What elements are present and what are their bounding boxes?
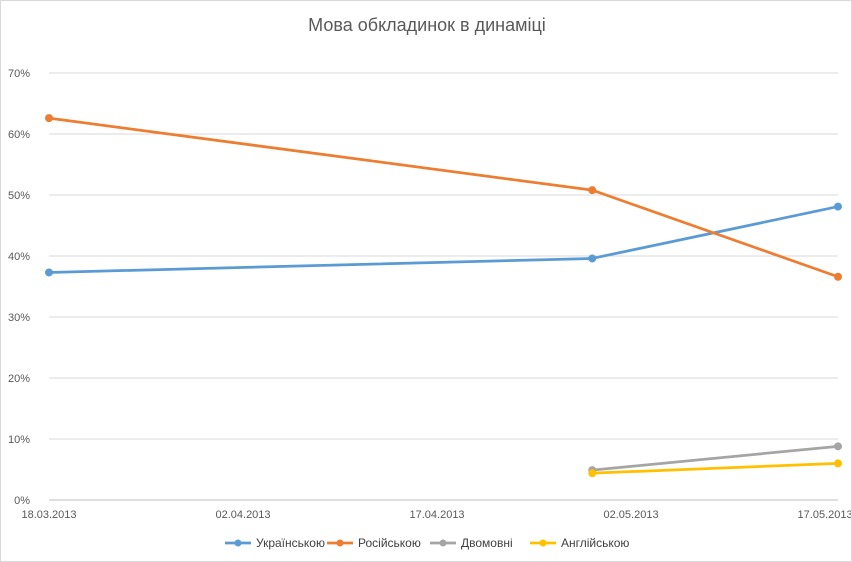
y-tick-label: 70%: [8, 68, 30, 80]
data-point: [45, 114, 53, 123]
legend-label: Російською: [358, 536, 421, 550]
data-point: [588, 254, 597, 263]
y-tick-label: 10%: [8, 434, 30, 446]
y-tick-label: 40%: [8, 251, 30, 263]
y-tick-label: 30%: [8, 312, 30, 324]
legend-label: Англійською: [561, 536, 629, 550]
y-tick-label: 20%: [8, 373, 30, 385]
y-tick-label: 50%: [8, 190, 30, 202]
x-tick-label: 02.05.2013: [604, 509, 659, 521]
legend-marker: [539, 539, 547, 547]
y-tick-label: 60%: [8, 129, 30, 141]
data-point: [834, 202, 842, 211]
legend-marker: [234, 539, 242, 547]
legend-marker: [439, 539, 447, 547]
grid-lines: [49, 72, 838, 501]
legend-marker: [336, 539, 344, 547]
legend: Українською Російською Двомовні Англійською: [225, 536, 629, 550]
x-axis-ticks: 18.03.2013 02.04.2013 17.04.2013 02.05.2013…: [21, 509, 852, 521]
series-line: [47, 116, 840, 279]
y-tick-label: 0%: [14, 495, 30, 507]
series-group: [45, 114, 842, 478]
series-line: [590, 444, 840, 472]
x-tick-label: 18.03.2013: [21, 509, 76, 521]
x-tick-label: 17.04.2013: [410, 509, 465, 521]
x-tick-label: 02.04.2013: [215, 509, 270, 521]
series-line: [590, 462, 840, 475]
y-axis-ticks: 0% 10% 20% 30% 40% 50% 60% 70%: [8, 68, 30, 507]
chart-title: Мова обкладинок в динаміці: [308, 15, 546, 35]
data-point: [834, 459, 842, 468]
data-point: [45, 268, 53, 277]
legend-label: Українською: [256, 536, 325, 550]
x-tick-label: 17.05.2013: [798, 509, 852, 521]
data-point: [588, 469, 597, 478]
data-point: [834, 272, 842, 281]
series-line: [47, 205, 840, 274]
legend-label: Двомовні: [461, 536, 513, 550]
data-point: [834, 442, 842, 451]
data-point: [588, 186, 597, 195]
